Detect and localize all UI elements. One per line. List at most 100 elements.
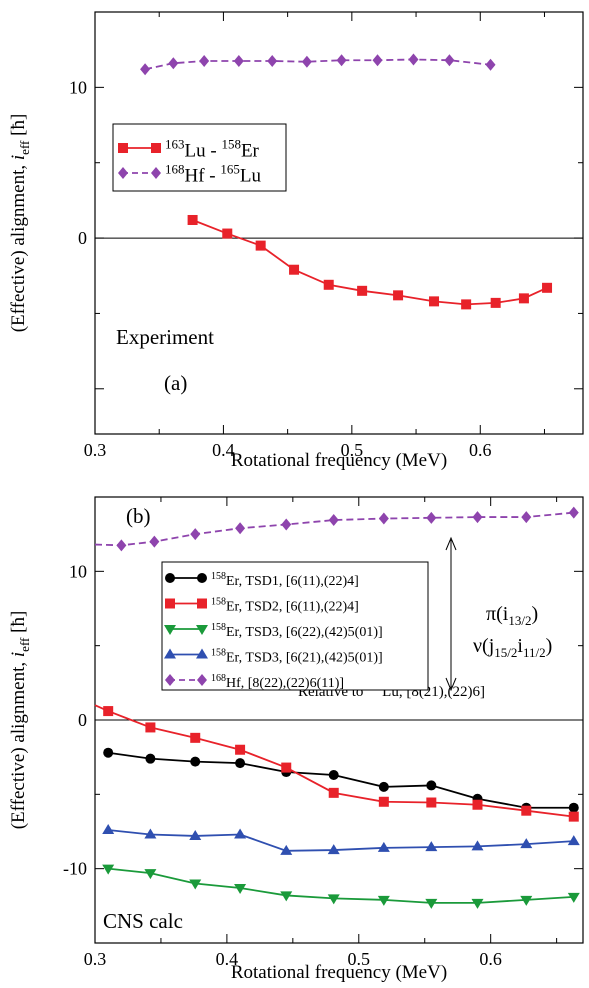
y-tick-label: 0: [78, 228, 87, 248]
panel-a-legend-box: [112, 123, 287, 192]
panel-a-ticks: [94, 11, 583, 434]
panel-b-legend: 158Er, TSD1, [6(11),(22)4] 158Er, TSD2, […: [161, 561, 429, 691]
series-5: [94, 506, 579, 552]
x-tick-label: 0.3: [84, 949, 107, 969]
data-point: [289, 264, 300, 275]
data-point: [521, 805, 532, 816]
data-point: [144, 828, 157, 839]
data-point: [140, 63, 151, 76]
legend-entry: 163Lu - 158Er: [118, 137, 260, 162]
panel-a-y-axis-label: (Effective) alignment, ieff [ħ]: [8, 114, 32, 333]
data-point: [520, 895, 533, 906]
panel-b-arrow-head-bottom: [445, 677, 457, 692]
data-point: [328, 787, 339, 798]
data-point: [485, 58, 496, 71]
panel-b-x-axis-label: Rotational frequency (MeV): [231, 962, 447, 983]
data-point: [542, 282, 553, 293]
legend-label: 158Er, TSD3, [6(21),(42)5(01)]: [211, 647, 383, 665]
data-point: [520, 838, 533, 849]
legend-marker: [151, 143, 161, 153]
panel-b-arrow-head-top: [445, 536, 457, 551]
data-point: [267, 54, 278, 67]
data-point: [255, 240, 266, 251]
legend-label: 158Er, TSD2, [6(11),(22)4]: [211, 596, 359, 614]
data-point: [145, 753, 156, 764]
data-point: [327, 844, 340, 855]
data-point: [103, 706, 114, 717]
legend-marker: [165, 573, 175, 583]
series-4: [102, 824, 580, 855]
data-point: [377, 841, 390, 852]
data-point: [233, 54, 244, 67]
data-point: [568, 811, 579, 822]
data-point: [521, 511, 532, 524]
data-point: [145, 722, 156, 733]
data-point: [472, 511, 483, 524]
data-point: [234, 883, 247, 894]
data-point: [116, 539, 127, 552]
legend-entry: 168Hf - 165Lu: [118, 162, 261, 187]
x-tick-label: 0.6: [469, 440, 492, 460]
legend-marker: [118, 167, 128, 179]
data-point: [426, 797, 437, 808]
data-point: [472, 799, 483, 810]
data-point: [336, 54, 347, 67]
data-point: [425, 898, 438, 909]
data-point: [378, 781, 389, 792]
data-point: [234, 828, 247, 839]
legend-marker: [197, 573, 207, 583]
data-point: [222, 228, 233, 239]
data-point: [461, 299, 472, 310]
data-point: [377, 895, 390, 906]
panel-a-tick-labels: 0.3 0.4 0.5 0.6 0 10: [69, 77, 492, 460]
data-point: [426, 780, 437, 791]
legend-label: 168Hf - 165Lu: [165, 162, 261, 187]
data-point: [490, 297, 501, 308]
series-line: [108, 867, 574, 904]
data-point: [102, 824, 115, 835]
series-line: [192, 219, 548, 306]
data-point: [568, 802, 579, 813]
y-tick-label: 0: [78, 710, 87, 730]
panel-a: 0.3 0.4 0.5 0.6 0 10 Rotational frequency (Me…: [8, 11, 584, 471]
panel-b-arrow-label-2: ν(j15/2i11/2): [473, 635, 552, 660]
data-point: [444, 54, 455, 67]
data-point: [168, 57, 179, 70]
legend-entry: 158Er, TSD3, [6(22),(42)5(01)]: [164, 622, 383, 640]
legend-entry: 158Er, TSD3, [6(21),(42)5(01)]: [164, 647, 383, 665]
panel-a-frame: [94, 11, 584, 435]
legend-marker: [196, 648, 208, 659]
data-point: [393, 290, 404, 301]
data-point: [518, 293, 529, 304]
x-tick-label: 0.5: [348, 949, 371, 969]
panel-b-annotation: CNS calc: [103, 909, 183, 933]
x-tick-label: 0.6: [479, 949, 502, 969]
data-point: [102, 864, 115, 875]
data-point: [327, 894, 340, 905]
panel-b-series: [94, 506, 580, 909]
data-point: [280, 891, 293, 902]
data-point: [103, 747, 114, 758]
panel-b: 0.3 0.4 0.5 0.6 -10 0 10 Rotational frequency …: [8, 496, 584, 983]
y-tick-label: 10: [69, 77, 87, 97]
data-point: [378, 796, 389, 807]
data-point: [280, 844, 293, 855]
x-tick-label: 0.4: [212, 440, 235, 460]
legend-marker: [196, 625, 208, 635]
panel-b-arrow-annotation: π(i13/2) ν(j15/2i11/2): [445, 536, 552, 692]
series-3: [102, 864, 580, 909]
data-point: [189, 829, 202, 840]
data-point: [568, 506, 579, 519]
data-point: [235, 758, 246, 769]
legend-entry: 158Er, TSD1, [6(11),(22)4]: [165, 571, 359, 589]
x-tick-label: 0.4: [216, 949, 239, 969]
data-point: [190, 732, 201, 743]
data-point: [144, 869, 157, 880]
x-tick-label: 0.5: [341, 440, 364, 460]
series-line: [108, 829, 574, 852]
series-1: [103, 747, 579, 813]
legend-marker: [197, 598, 207, 609]
panel-a-series: [140, 53, 553, 310]
